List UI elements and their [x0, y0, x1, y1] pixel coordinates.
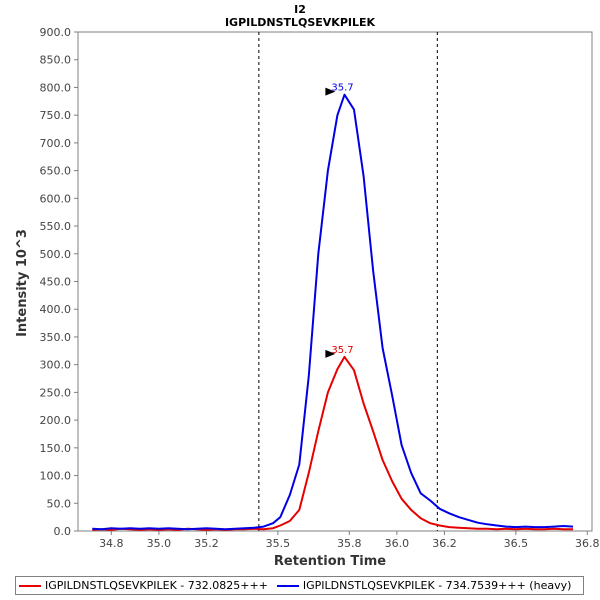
x-tick-label: 36.2 [432, 537, 457, 550]
y-tick-label: 250.0 [40, 386, 72, 399]
y-tick-label: 900.0 [40, 26, 72, 39]
legend-item-light: IGPILDNSTLQSEVKPILEK - 732.0825+++ [19, 579, 268, 592]
x-tick-label: 36.8 [575, 537, 600, 550]
y-tick-label: 600.0 [40, 192, 72, 205]
legend-swatch-heavy [276, 584, 299, 587]
x-tick-label: 35.8 [337, 537, 362, 550]
x-tick-label: 35.2 [194, 537, 219, 550]
peak-label: 35.7 [331, 83, 353, 94]
y-tick-label: 650.0 [40, 165, 72, 178]
y-tick-label: 350.0 [40, 331, 72, 344]
y-tick-label: 300.0 [40, 359, 72, 372]
peak-marker-icon [325, 87, 336, 96]
x-tick-label: 36.0 [385, 537, 410, 550]
legend-item-heavy: IGPILDNSTLQSEVKPILEK - 734.7539+++ (heav… [276, 579, 572, 592]
y-tick-label: 50.0 [47, 497, 72, 510]
x-tick-label: 35.0 [147, 537, 172, 550]
series-line-1 [92, 93, 574, 531]
legend-swatch-light [19, 584, 41, 587]
y-tick-label: 850.0 [40, 54, 72, 67]
y-tick-label: 150.0 [40, 442, 72, 455]
legend-label-light: IGPILDNSTLQSEVKPILEK - 732.0825+++ [45, 579, 268, 592]
y-tick-label: 550.0 [40, 220, 72, 233]
series-line-0 [92, 355, 573, 531]
legend-label-heavy: IGPILDNSTLQSEVKPILEK - 734.7539+++ (heav… [302, 579, 572, 592]
plot-frame [77, 31, 593, 532]
y-tick-label: 200.0 [40, 414, 72, 427]
chart-title: I2 [294, 3, 306, 16]
x-tick-label: 34.8 [99, 537, 124, 550]
y-tick-label: 400.0 [40, 303, 72, 316]
x-tick-label: 36.5 [504, 537, 529, 550]
chromatogram-chart: I2 IGPILDNSTLQSEVKPILEK 0.0 50.0 100.0 150.… [15, 3, 600, 569]
y-tick-label: 100.0 [40, 470, 72, 483]
y-tick-label: 500.0 [40, 248, 72, 261]
y-tick-label: 450.0 [40, 276, 72, 289]
y-axis-label: Intensity 10^3 [15, 229, 30, 337]
x-axis-label: Retention Time [274, 554, 386, 569]
chart-subtitle: IGPILDNSTLQSEVKPILEK [225, 16, 376, 29]
y-tick-label: 0.0 [54, 525, 72, 538]
peak-label: 35.7 [331, 345, 353, 356]
y-tick-label: 750.0 [40, 109, 72, 122]
y-tick-label: 700.0 [40, 137, 72, 150]
peak-marker-icon [325, 349, 336, 358]
plot-area: 0.0 50.0 100.0 150.0 200.0 250.0 300.0 350.0 400… [40, 26, 600, 550]
y-tick-label: 800.0 [40, 81, 72, 94]
legend: IGPILDNSTLQSEVKPILEK - 732.0825+++ IGPIL… [15, 576, 584, 595]
x-tick-label: 35.5 [266, 537, 291, 550]
